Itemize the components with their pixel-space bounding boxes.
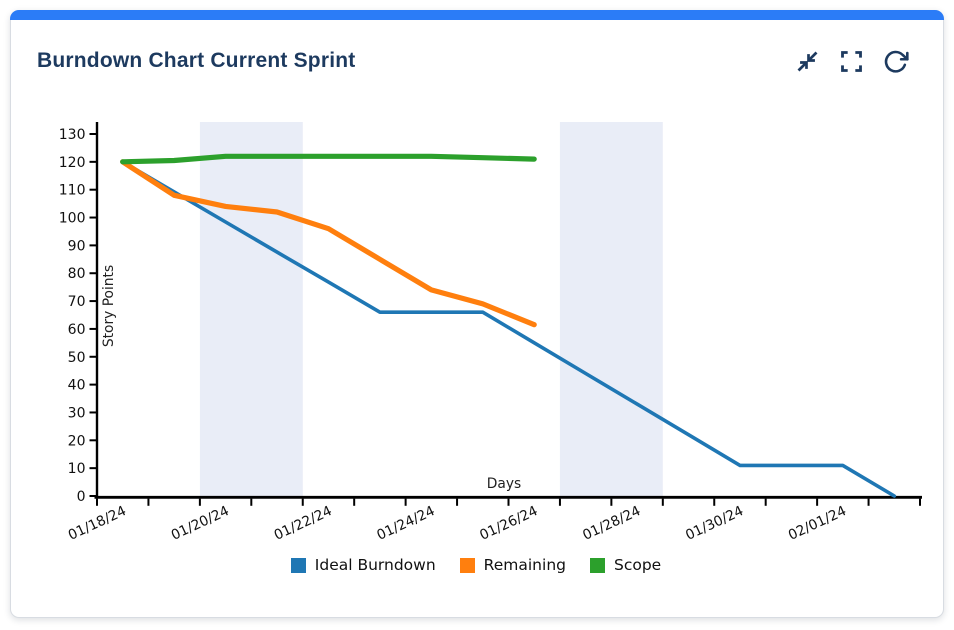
refresh-icon[interactable]: [882, 48, 909, 75]
legend-swatch-remaining: [459, 557, 475, 573]
legend-label-scope: Scope: [613, 556, 662, 574]
collapse-icon-svg: [797, 51, 818, 72]
fullscreen-icon[interactable]: [838, 48, 865, 75]
chart-legend: Ideal Burndown Remaining Scope: [10, 556, 942, 574]
legend-swatch-ideal-burndown: [290, 557, 306, 573]
refresh-icon-svg: [884, 50, 909, 73]
page-title: Burndown Chart Current Sprint: [37, 49, 356, 72]
legend-swatch-scope: [589, 557, 605, 573]
legend-item-scope: Scope: [589, 556, 662, 574]
fullscreen-icon-svg: [841, 51, 862, 72]
legend-item-ideal-burndown: Ideal Burndown: [290, 556, 436, 574]
legend-label-remaining: Remaining: [483, 556, 566, 574]
burndown-chart-card: Burndown Chart Current Sprint: [10, 10, 944, 618]
legend-label-ideal-burndown: Ideal Burndown: [314, 556, 436, 574]
card-accent-bar: [10, 10, 944, 20]
card-toolbar: [794, 48, 909, 75]
legend-item-remaining: Remaining: [459, 556, 566, 574]
collapse-icon[interactable]: [794, 48, 821, 75]
